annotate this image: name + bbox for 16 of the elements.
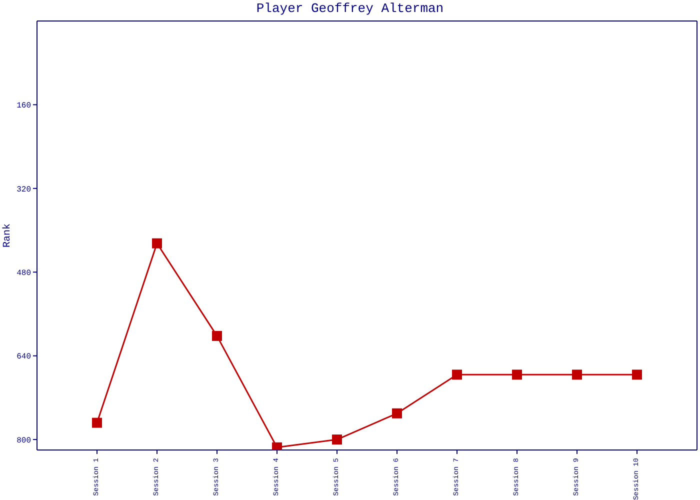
point: [452, 370, 462, 380]
chart-title: Player Geoffrey Alterman: [255, 1, 445, 16]
point: [212, 330, 222, 341]
y-tick-label: 480: [16, 268, 32, 278]
point: [332, 434, 342, 445]
point: [152, 238, 162, 248]
y-tick-label: 320: [16, 185, 32, 194]
y-axis-title: Rank: [2, 223, 14, 248]
y-tick-label: 160: [16, 102, 32, 111]
point: [632, 370, 642, 380]
y-tick-label: 640: [16, 352, 32, 362]
point: [392, 408, 402, 418]
point: [512, 370, 522, 380]
point: [92, 418, 102, 428]
point: [572, 370, 582, 380]
y-tick-label: 800: [16, 436, 32, 446]
